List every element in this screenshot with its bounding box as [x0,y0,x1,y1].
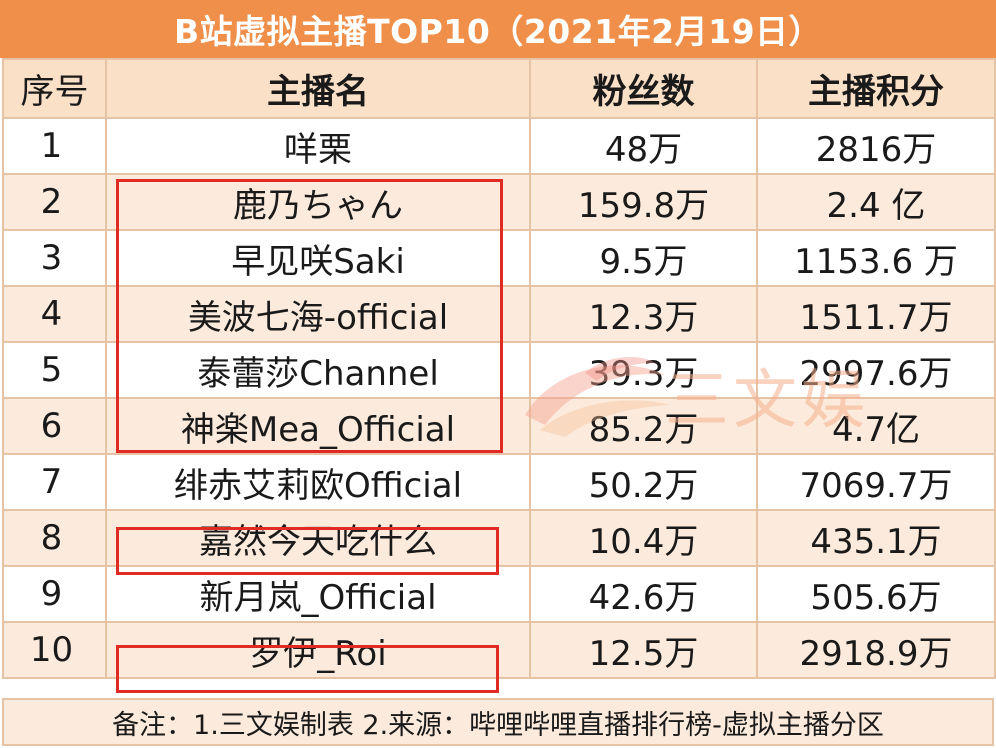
fans-cell: 50.2万 [529,453,758,511]
streamer-name-cell: 泰蕾莎Channel [105,341,531,399]
streamer-name-cell: 咩栗 [105,117,531,175]
column-header-score: 主播积分 [756,58,996,119]
rank-cell: 8 [2,509,107,567]
rank-cell: 7 [2,453,107,511]
score-cell: 435.1万 [756,509,996,567]
column-header-name: 主播名 [105,58,531,119]
table-row: 4 美波七海-official 12.3万 1511.7万 [2,285,996,343]
fans-cell: 159.8万 [529,173,758,231]
score-cell: 1511.7万 [756,285,996,343]
streamer-name-cell: 绯赤艾莉欧Official [105,453,531,511]
column-header-fans: 粉丝数 [529,58,758,119]
rank-cell: 2 [2,173,107,231]
rank-cell: 10 [2,621,107,679]
table-row: 5 泰蕾莎Channel 39.3万 2997.6万 [2,341,996,399]
streamer-name-cell: 神楽Mea_Official [105,397,531,455]
fans-cell: 12.5万 [529,621,758,679]
rank-cell: 4 [2,285,107,343]
fans-cell: 85.2万 [529,397,758,455]
streamer-name-cell: 罗伊_Roi [105,621,531,679]
table-title: B站虚拟主播TOP10（2021年2月19日） [0,0,996,58]
table-row: 8 嘉然今天吃什么 10.4万 435.1万 [2,509,996,567]
streamer-name-cell: 鹿乃ちゃん [105,173,531,231]
fans-cell: 10.4万 [529,509,758,567]
column-header-rank: 序号 [2,58,107,119]
rank-cell: 5 [2,341,107,399]
rank-cell: 9 [2,565,107,623]
table-row: 2 鹿乃ちゃん 159.8万 2.4 亿 [2,173,996,231]
fans-cell: 39.3万 [529,341,758,399]
table-row: 1 咩栗 48万 2816万 [2,117,996,175]
fans-cell: 9.5万 [529,229,758,287]
rank-cell: 1 [2,117,107,175]
table-row: 10 罗伊_Roi 12.5万 2918.9万 [2,621,996,679]
score-cell: 4.7亿 [756,397,996,455]
table-row: 3 早见咲Saki 9.5万 1153.6 万 [2,229,996,287]
table-row: 6 神楽Mea_Official 85.2万 4.7亿 [2,397,996,455]
ranking-table: 序号 主播名 粉丝数 主播积分 1 咩栗 48万 2816万 2 鹿乃ちゃん 1… [2,58,996,679]
score-cell: 2.4 亿 [756,173,996,231]
table-row: 9 新月岚_Official 42.6万 505.6万 [2,565,996,623]
score-cell: 2816万 [756,117,996,175]
fans-cell: 12.3万 [529,285,758,343]
table-row: 7 绯赤艾莉欧Official 50.2万 7069.7万 [2,453,996,511]
streamer-name-cell: 早见咲Saki [105,229,531,287]
header-row: 序号 主播名 粉丝数 主播积分 [2,58,996,119]
streamer-name-cell: 美波七海-official [105,285,531,343]
fans-cell: 48万 [529,117,758,175]
score-cell: 505.6万 [756,565,996,623]
score-cell: 7069.7万 [756,453,996,511]
score-cell: 2918.9万 [756,621,996,679]
footer-note: 备注：1.三文娱制表 2.来源：哔哩哔哩直播排行榜-虚拟主播分区 [2,698,994,746]
streamer-name-cell: 新月岚_Official [105,565,531,623]
fans-cell: 42.6万 [529,565,758,623]
streamer-name-cell: 嘉然今天吃什么 [105,509,531,567]
rank-cell: 3 [2,229,107,287]
score-cell: 2997.6万 [756,341,996,399]
score-cell: 1153.6 万 [756,229,996,287]
rank-cell: 6 [2,397,107,455]
